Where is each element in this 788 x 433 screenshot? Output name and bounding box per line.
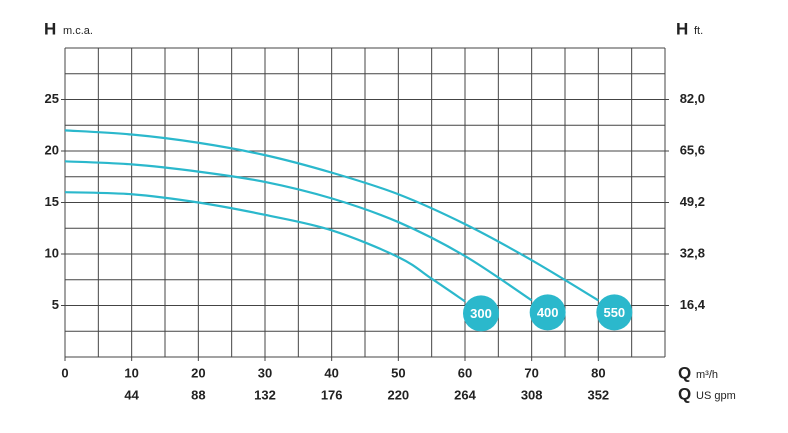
curve-badge: [596, 294, 633, 331]
x2-tick-label: 176: [321, 387, 343, 402]
curve-badge: [463, 295, 499, 332]
x-tick-label: 60: [458, 365, 472, 380]
curve-label: 550: [603, 305, 625, 320]
x-tick-label: 20: [191, 365, 205, 380]
x2-tick-label: 308: [521, 387, 543, 402]
x2-tick-label: 88: [191, 387, 205, 402]
x2-tick-label: 264: [454, 387, 476, 402]
x-tick-label: 10: [124, 365, 138, 380]
curve: [64, 191, 466, 303]
x-axis-unit: m³/h: [696, 369, 718, 381]
y2-axis-symbol: H: [676, 19, 688, 38]
x2-tick-label: 132: [254, 387, 276, 402]
curve: [64, 160, 533, 302]
y-tick-label: 5: [52, 297, 59, 312]
y2-tick-label: 32,8: [680, 245, 705, 260]
x-tick-label: 0: [61, 365, 68, 380]
y2-tick-label: 65,6: [680, 142, 705, 157]
y-tick-label: 10: [45, 245, 59, 260]
y2-tick-label: 16,4: [680, 297, 706, 312]
x-axis-symbol: Q: [678, 363, 691, 382]
y-axis-unit: m.c.a.: [63, 25, 93, 37]
x2-tick-label: 44: [124, 387, 139, 402]
y2-tick-label: 49,2: [680, 194, 705, 209]
curve: [64, 129, 599, 302]
x-tick-label: 50: [391, 365, 405, 380]
y-axis-symbol: H: [44, 19, 56, 38]
y-tick-label: 20: [45, 142, 59, 157]
curve-label: 400: [537, 305, 559, 320]
x-tick-label: 40: [324, 365, 338, 380]
y-tick-label: 25: [45, 91, 59, 106]
y2-axis-unit: ft.: [694, 25, 703, 37]
x-tick-label: 70: [524, 365, 538, 380]
x2-tick-label: 352: [587, 387, 609, 402]
curve-label: 300: [470, 306, 492, 321]
y-tick-label: 15: [45, 194, 59, 209]
y2-tick-label: 82,0: [680, 91, 705, 106]
x-tick-label: 80: [591, 365, 605, 380]
x-tick-label: 30: [258, 365, 272, 380]
x2-axis-symbol: Q: [678, 384, 691, 403]
x2-tick-label: 220: [387, 387, 409, 402]
x2-axis-unit: US gpm: [696, 390, 736, 402]
curve-badge: [529, 294, 566, 331]
